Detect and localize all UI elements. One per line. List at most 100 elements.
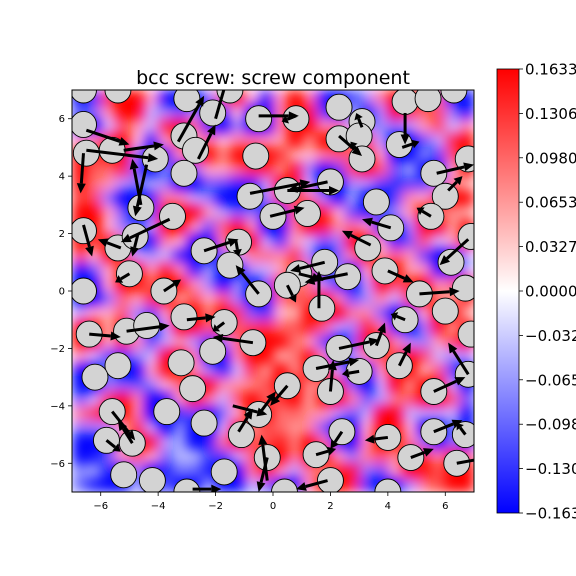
heatmap-cell: [430, 405, 446, 421]
atom-marker: [242, 142, 270, 170]
atom-marker: [159, 202, 186, 230]
heatmap-cell: [459, 405, 474, 421]
heatmap-cell: [201, 391, 217, 407]
vector-arrow-head: [288, 293, 297, 303]
heatmap-cell: [330, 204, 346, 220]
heatmap-cell: [445, 118, 461, 134]
atom-marker: [374, 478, 402, 492]
heatmap-cell: [287, 348, 303, 364]
heatmap-cell: [143, 377, 159, 393]
vector-arrow-shaft: [261, 444, 269, 481]
heatmap-cell: [129, 291, 145, 306]
heatmap-cell: [258, 262, 274, 278]
heatmap-cell: [215, 377, 231, 393]
heatmap-cell: [330, 233, 346, 249]
heatmap-cell: [301, 319, 317, 335]
vector-arrow-shaft: [374, 331, 383, 347]
heatmap-cell: [416, 262, 432, 278]
heatmap-cell: [215, 291, 231, 306]
heatmap-cell: [273, 420, 288, 436]
vector-arrow-shaft: [452, 350, 470, 376]
atom-marker: [245, 105, 273, 133]
heatmap-cell: [344, 477, 360, 492]
atom-marker: [81, 363, 109, 391]
vector-arrow-shaft: [214, 90, 226, 120]
heatmap-cell: [416, 348, 432, 364]
heatmap-cell: [201, 434, 217, 450]
heatmap-cell: [100, 319, 116, 335]
heatmap-cell: [186, 463, 202, 479]
heatmap-cell: [229, 133, 245, 149]
heatmap-cell: [215, 219, 231, 235]
vector-arrow-head: [402, 342, 411, 354]
heatmap-cell: [172, 190, 188, 206]
heatmap-cell: [301, 161, 317, 177]
heatmap-cell: [129, 133, 145, 149]
atom-marker: [110, 461, 138, 489]
heatmap-cell: [402, 477, 418, 492]
vector-arrow-shaft: [436, 165, 465, 175]
vector-arrow-shaft: [459, 426, 467, 436]
heatmap-cell: [273, 247, 288, 263]
vector-arrow-head: [295, 482, 307, 491]
heatmap-cell: [215, 420, 231, 436]
atom-marker: [227, 421, 255, 449]
vector-arrow-head: [439, 255, 450, 266]
atom-marker: [167, 349, 195, 377]
x-tick-label: 6: [442, 501, 448, 512]
heatmap-cell: [287, 90, 303, 105]
heatmap-cell: [316, 147, 332, 163]
heatmap-cell: [301, 334, 317, 350]
heatmap-cell: [287, 161, 303, 177]
vector-arrow-shaft: [298, 272, 313, 279]
vector-arrow-shaft: [197, 132, 213, 160]
heatmap-cell: [258, 377, 274, 393]
heatmap-cell: [416, 233, 432, 249]
vector-arrow-shaft: [456, 458, 474, 465]
x-tick-label: 4: [385, 501, 391, 512]
vector-arrow-head: [368, 337, 380, 347]
heatmap-cell: [201, 276, 217, 292]
heatmap-cell: [402, 161, 418, 177]
heatmap-cell: [402, 391, 418, 407]
heatmap-cell: [258, 90, 274, 105]
heatmap-cell: [273, 133, 288, 149]
heatmap-cell: [172, 233, 188, 249]
heatmap-cell: [416, 305, 432, 321]
heatmap-cell: [330, 405, 346, 421]
heatmap-cell: [387, 391, 403, 407]
vector-arrow-shaft: [305, 479, 328, 488]
heatmap-cell: [100, 118, 116, 134]
heatmap-cell: [373, 448, 389, 464]
heatmap-cell: [273, 305, 288, 321]
heatmap-cell: [72, 190, 87, 206]
vector-arrow-head: [258, 434, 268, 446]
vector-arrow-head: [463, 162, 474, 172]
vector-arrow-head: [453, 176, 463, 186]
vector-arrow-shaft: [176, 103, 201, 143]
heatmap-cell: [402, 190, 418, 206]
heatmap-cell: [115, 161, 131, 177]
heatmap-cell: [459, 133, 474, 149]
heatmap-cell: [86, 305, 102, 321]
heatmap-cell: [287, 448, 303, 464]
heatmap-cell: [215, 190, 231, 206]
vector-arrow-head: [329, 186, 340, 195]
heatmap-cell: [186, 434, 202, 450]
heatmap-cell: [72, 477, 87, 492]
vector-arrow-shaft: [433, 379, 457, 393]
heatmap-cell: [387, 247, 403, 263]
vector-arrow-head: [348, 357, 360, 367]
atom-marker: [316, 467, 344, 492]
x-tick-label: −4: [151, 501, 166, 512]
heatmap-cell: [158, 190, 174, 206]
vector-arrow-shaft: [275, 384, 289, 400]
heatmap-cell: [287, 463, 303, 479]
heatmap-cell: [115, 291, 131, 306]
atom-marker: [153, 398, 181, 426]
heatmap-cell: [373, 362, 389, 378]
atom-marker: [199, 337, 227, 365]
vector-arrow-head: [97, 238, 109, 247]
vector-arrow-shaft: [286, 284, 294, 297]
